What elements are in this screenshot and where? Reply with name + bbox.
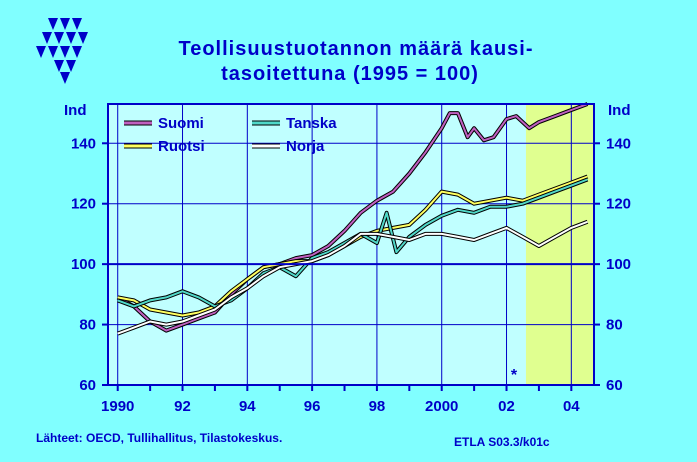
y-tick-label-left: 100	[71, 256, 96, 273]
grid-lines	[108, 104, 594, 385]
x-tick-label: 02	[498, 398, 515, 415]
source-note: Lähteet: OECD, Tullihallitus, Tilastokes…	[36, 431, 282, 445]
y-unit-left: Ind	[64, 102, 87, 119]
series-line-suomi	[117, 103, 588, 332]
y-tick-label-left: 60	[79, 377, 96, 394]
legend-label-norja: Norja	[286, 138, 325, 155]
x-tick-label: 1990	[101, 398, 134, 415]
y-tick-label-left: 120	[71, 196, 96, 213]
legend-item-ruotsi: Ruotsi	[124, 138, 205, 155]
y-tick-label-right: 100	[606, 256, 631, 273]
y-tick-label-right: 60	[606, 377, 623, 394]
x-tick-label: 96	[304, 398, 321, 415]
x-tick-label: 2000	[425, 398, 458, 415]
chart-code: ETLA S03.3/k01c	[454, 435, 550, 449]
legend-label-tanska: Tanska	[286, 115, 337, 132]
y-tick-label-left: 80	[79, 317, 96, 334]
x-tick-label: 94	[239, 398, 256, 415]
legend-item-tanska: Tanska	[252, 115, 337, 132]
plot-frame	[107, 103, 595, 386]
y-tick-label-right: 80	[606, 317, 623, 334]
series-layer	[116, 102, 589, 336]
x-tick-label: 92	[174, 398, 191, 415]
legend: Suomi Tanska Ruotsi Norja	[124, 115, 337, 155]
series-line-norja	[117, 220, 588, 335]
x-tick-label: 04	[563, 398, 580, 415]
x-tick-label: 98	[369, 398, 386, 415]
y-unit-right: Ind	[608, 102, 631, 119]
chart-title-line2: tasoitettuna (1995 = 100)	[221, 63, 479, 85]
asterisk-marker: *	[511, 367, 518, 384]
etla-logo	[36, 18, 88, 84]
chart-title-line1: Teollisuustuotannon määrä kausi-	[178, 38, 533, 60]
legend-label-ruotsi: Ruotsi	[158, 138, 205, 155]
legend-item-norja: Norja	[252, 138, 325, 155]
tick-labels: 1990 92 94 96 98 2000 02 04 60 60 80 80 100 100 120 120…	[71, 135, 631, 415]
tick-marks	[102, 142, 600, 391]
y-tick-label-right: 140	[606, 135, 631, 152]
legend-label-suomi: Suomi	[158, 115, 204, 132]
legend-item-suomi: Suomi	[124, 115, 204, 132]
y-tick-label-left: 140	[71, 135, 96, 152]
y-tick-label-right: 120	[606, 196, 631, 213]
